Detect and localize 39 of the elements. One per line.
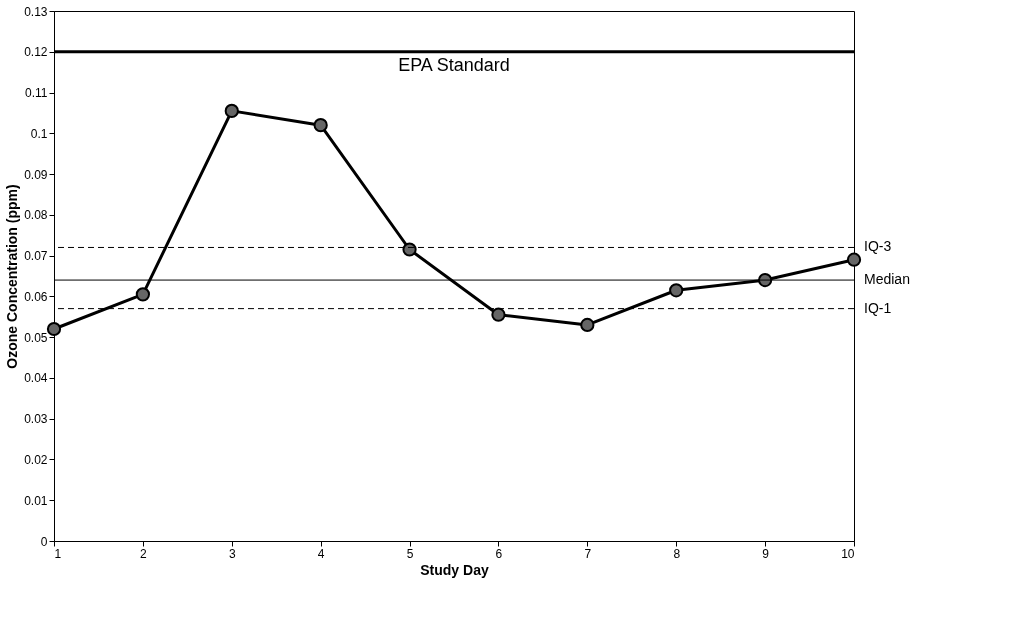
x-tick-label: 6 [495,546,503,561]
y-tick-label: 0.07 [24,249,48,264]
x-tick-label: 8 [673,546,681,561]
ref-line-label: IQ-3 [864,238,892,255]
x-tick-label: 4 [317,546,325,561]
y-tick-label: 0 [40,534,48,549]
ref-line-label: EPA Standard [398,54,510,75]
y-tick-label: 0.01 [24,493,48,508]
x-tick-label: 9 [762,546,770,561]
x-tick-label: 10 [841,546,855,561]
x-tick-label: 5 [406,546,414,561]
y-tick-label: 0.12 [24,45,48,60]
x-tick-label: 1 [54,546,62,561]
point [846,252,862,267]
x-tick-label: 7 [584,546,592,561]
point [313,118,328,133]
y-tick-label: 0.08 [24,208,48,223]
ref-line-label: Median [864,271,910,288]
x-tick-label: 2 [140,546,148,561]
y-tick-label: 0.03 [24,412,48,427]
point [669,283,684,298]
y-tick-label: 0.02 [24,452,48,467]
point [224,103,239,118]
y-tick-label: 0.05 [24,330,48,345]
x-axis-title: Study Day [420,561,489,578]
y-tick-label: 0.06 [24,289,48,304]
y-tick-label: 0.04 [24,371,48,386]
y-tick-label: 0.11 [25,86,48,101]
y-tick-label: 0.13 [24,4,48,19]
point [135,287,151,302]
point [402,242,417,257]
x-tick-label: 3 [228,546,236,561]
point [491,307,506,322]
y-tick-label: 0.09 [24,167,48,182]
y-tick-label: 0.1 [30,126,48,141]
ref-line-label: IQ-1 [864,299,892,316]
y-axis-title: Ozone Concentration (ppm) [4,184,21,369]
point [46,321,62,337]
point [580,317,595,333]
